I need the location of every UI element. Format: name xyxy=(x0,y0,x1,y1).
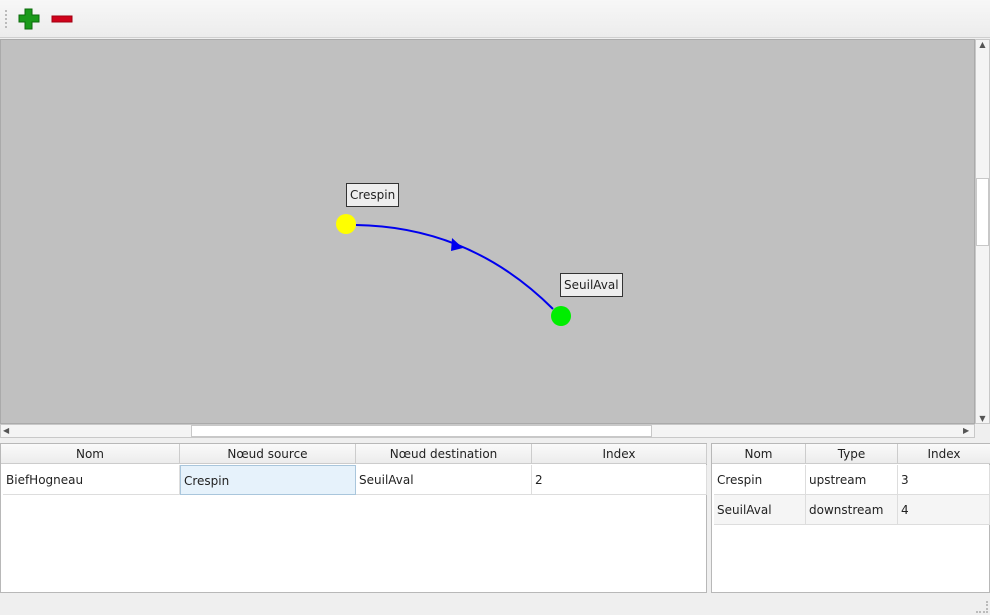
edge-arrow xyxy=(451,238,463,251)
node-seuilaval xyxy=(551,306,571,326)
edge-line xyxy=(355,224,554,310)
remove-button[interactable] xyxy=(51,14,73,24)
table-cell[interactable]: SeuilAval xyxy=(714,495,806,525)
toolbar xyxy=(0,0,990,38)
plus-icon xyxy=(18,8,40,30)
column-header[interactable]: Nom xyxy=(1,444,180,464)
node-label: SeuilAval xyxy=(560,273,623,297)
table-cell[interactable]: 3 xyxy=(898,465,990,495)
scroll-up-icon[interactable]: ▲ xyxy=(979,40,986,49)
table-cell[interactable]: Crespin xyxy=(714,465,806,495)
table-cell-selected[interactable]: Crespin xyxy=(180,465,356,495)
reaches-table[interactable]: Nom Nœud source Nœud destination Index B… xyxy=(0,443,707,593)
table-cell[interactable]: 2 xyxy=(532,465,707,495)
scroll-right-icon[interactable]: ▶ xyxy=(963,426,970,435)
column-header[interactable]: Nœud destination xyxy=(356,444,532,464)
column-header[interactable]: Index xyxy=(898,444,990,464)
column-header[interactable]: Index xyxy=(532,444,707,464)
vertical-scroll-thumb[interactable] xyxy=(976,178,989,246)
node-label: Crespin xyxy=(346,183,400,207)
table-cell[interactable]: SeuilAval xyxy=(356,465,532,495)
scroll-left-icon[interactable]: ◀ xyxy=(3,426,10,435)
graph-canvas[interactable]: Crespin SeuilAval xyxy=(0,39,975,424)
horizontal-scroll-thumb[interactable] xyxy=(191,425,652,437)
resize-grip[interactable] xyxy=(976,601,988,613)
graph-svg xyxy=(336,214,571,326)
minus-icon xyxy=(51,15,73,23)
nodes-table[interactable]: Nom Type Index Crespin upstream 3 SeuilA… xyxy=(711,443,990,593)
column-header[interactable]: Type xyxy=(806,444,898,464)
scroll-down-icon[interactable]: ▼ xyxy=(979,414,986,423)
column-header[interactable]: Nom xyxy=(712,444,806,464)
horizontal-scrollbar[interactable]: ◀ ▶ xyxy=(0,424,975,438)
vertical-scrollbar[interactable]: ▲ ▼ xyxy=(975,39,990,424)
toolbar-grip[interactable] xyxy=(5,10,8,28)
table-cell[interactable]: downstream xyxy=(806,495,898,525)
table-cell[interactable]: 4 xyxy=(898,495,990,525)
node-crespin xyxy=(336,214,356,234)
table-cell[interactable]: upstream xyxy=(806,465,898,495)
column-header[interactable]: Nœud source xyxy=(180,444,356,464)
add-button[interactable] xyxy=(18,8,40,30)
table-cell[interactable]: BiefHogneau xyxy=(3,465,180,495)
